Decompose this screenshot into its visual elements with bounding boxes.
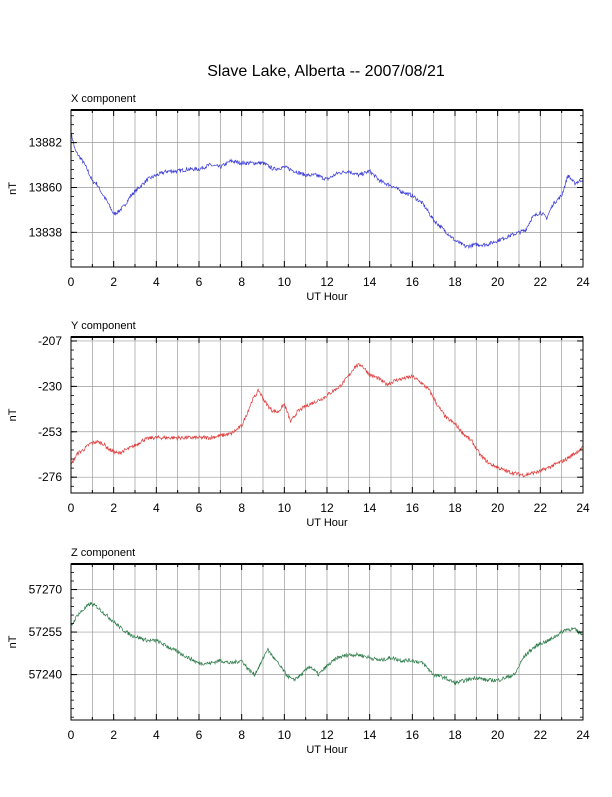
x-tick-label: 24 bbox=[576, 728, 590, 742]
x-tick-label: 8 bbox=[238, 501, 245, 515]
x-axis-label: UT Hour bbox=[306, 517, 348, 529]
x-tick-label: 22 bbox=[534, 501, 548, 515]
x-tick-label: 20 bbox=[491, 728, 505, 742]
x-tick-label: 16 bbox=[406, 275, 420, 289]
y-axis-label: nT bbox=[7, 182, 19, 195]
series-line bbox=[70, 132, 584, 250]
x-tick-label: 14 bbox=[363, 275, 377, 289]
x-tick-label: 6 bbox=[196, 275, 203, 289]
x-tick-label: 20 bbox=[491, 501, 505, 515]
x-tick-label: 0 bbox=[68, 501, 75, 515]
y-tick-label: -276 bbox=[38, 470, 62, 484]
x-tick-label: 14 bbox=[363, 501, 377, 515]
series-line bbox=[70, 362, 584, 479]
x-tick-label: 10 bbox=[278, 501, 292, 515]
x-tick-label: 0 bbox=[68, 728, 75, 742]
y-tick-label: 57255 bbox=[29, 625, 63, 639]
x-tick-label: 8 bbox=[238, 728, 245, 742]
x-tick-label: 4 bbox=[153, 275, 160, 289]
panel-label: Z component bbox=[71, 547, 135, 559]
x-tick-label: 2 bbox=[110, 728, 117, 742]
x-tick-label: 12 bbox=[320, 728, 334, 742]
y-axis-label: nT bbox=[7, 635, 19, 648]
x-tick-label: 4 bbox=[153, 728, 160, 742]
x-tick-label: 2 bbox=[110, 501, 117, 515]
x-tick-label: 20 bbox=[491, 275, 505, 289]
x-tick-label: 12 bbox=[320, 501, 334, 515]
y-tick-label: 13860 bbox=[29, 180, 63, 194]
x-tick-label: 24 bbox=[576, 501, 590, 515]
y-tick-label: 13882 bbox=[29, 136, 63, 150]
figure-title: Slave Lake, Alberta -- 2007/08/21 bbox=[207, 63, 445, 80]
x-tick-label: 0 bbox=[68, 275, 75, 289]
x-tick-label: 6 bbox=[196, 501, 203, 515]
x-tick-label: 8 bbox=[238, 275, 245, 289]
x-tick-label: 12 bbox=[320, 275, 334, 289]
x-tick-label: 18 bbox=[448, 501, 462, 515]
x-tick-label: 18 bbox=[448, 728, 462, 742]
y-tick-label: 57240 bbox=[29, 668, 63, 682]
x-tick-label: 14 bbox=[363, 728, 377, 742]
x-axis-label: UT Hour bbox=[306, 291, 348, 303]
x-tick-label: 16 bbox=[406, 501, 420, 515]
panel-label: Y component bbox=[71, 320, 136, 332]
x-tick-label: 18 bbox=[448, 275, 462, 289]
series-line bbox=[70, 601, 584, 685]
x-tick-label: 4 bbox=[153, 501, 160, 515]
panel-label: X component bbox=[71, 93, 136, 105]
x-tick-label: 22 bbox=[534, 728, 548, 742]
x-tick-label: 24 bbox=[576, 275, 590, 289]
y-tick-label: 57270 bbox=[29, 583, 63, 597]
y-tick-label: -253 bbox=[38, 425, 62, 439]
x-tick-label: 22 bbox=[534, 275, 548, 289]
y-axis-label: nT bbox=[7, 408, 19, 421]
x-tick-label: 10 bbox=[278, 728, 292, 742]
x-tick-label: 2 bbox=[110, 275, 117, 289]
x-axis-label: UT Hour bbox=[306, 744, 348, 756]
x-tick-label: 16 bbox=[406, 728, 420, 742]
y-tick-label: -207 bbox=[38, 334, 62, 348]
x-tick-label: 10 bbox=[278, 275, 292, 289]
y-tick-label: 13838 bbox=[29, 225, 63, 239]
x-tick-label: 6 bbox=[196, 728, 203, 742]
y-tick-label: -230 bbox=[38, 379, 62, 393]
